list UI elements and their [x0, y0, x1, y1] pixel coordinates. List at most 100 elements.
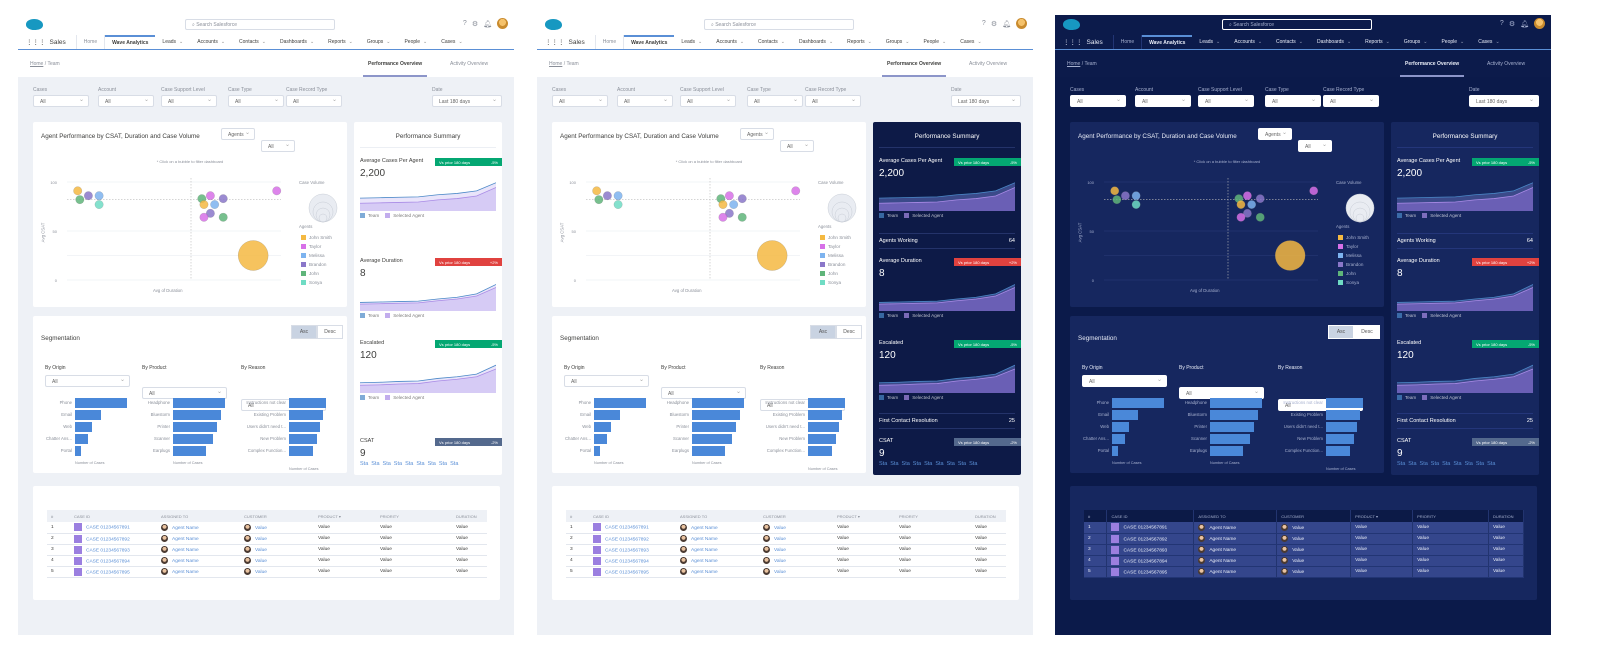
group-select[interactable]: Agents — [1258, 128, 1292, 140]
column-header[interactable]: ASSIGNED TO — [157, 510, 240, 522]
agent-bubble[interactable] — [218, 194, 228, 204]
customer-link[interactable]: Value — [774, 569, 786, 575]
legend-item[interactable]: Sonya — [820, 280, 841, 285]
filter-select[interactable]: All — [161, 95, 217, 107]
chevron-down-icon[interactable]: ⌄ — [780, 39, 785, 45]
sort-asc-button[interactable]: Asc — [291, 325, 317, 339]
column-header[interactable]: # — [1084, 510, 1108, 522]
case-id-link[interactable]: CASE 01234567893 — [1123, 547, 1168, 553]
agent-bubble[interactable] — [73, 186, 83, 196]
bar[interactable] — [1210, 398, 1262, 408]
chevron-down-icon[interactable]: ⌄ — [309, 39, 315, 45]
nav-item[interactable]: Accounts ⌄ — [709, 35, 751, 49]
agent-bubble[interactable] — [1242, 208, 1252, 218]
legend-item[interactable]: John — [301, 271, 319, 276]
agent-link[interactable]: Agent Name — [1209, 569, 1237, 575]
nav-item[interactable]: Cases ⌄ — [1471, 35, 1506, 49]
csat-link[interactable]: Sta — [1419, 461, 1428, 467]
customer-link[interactable]: Value — [255, 569, 267, 575]
bar[interactable] — [173, 410, 222, 420]
bar[interactable] — [692, 398, 744, 408]
agent-link[interactable]: Agent Name — [172, 569, 199, 575]
case-id-link[interactable]: CASE 01234567895 — [605, 569, 649, 575]
csat-link[interactable]: Sta — [405, 461, 414, 467]
customer-link[interactable]: Value — [1292, 569, 1305, 575]
nav-item[interactable]: Home — [1114, 35, 1143, 49]
filter-select[interactable]: All — [617, 95, 673, 107]
filter-select[interactable]: All — [1265, 95, 1321, 107]
bar[interactable] — [808, 434, 837, 444]
csat-link[interactable]: Sta — [912, 461, 922, 467]
chevron-down-icon[interactable]: ⌄ — [386, 39, 391, 45]
bar[interactable] — [594, 398, 646, 408]
table-row[interactable]: 5 CASE 01234567895 Agent Name Value Valu… — [47, 566, 487, 578]
chevron-down-icon[interactable]: ⌄ — [1495, 39, 1500, 45]
agent-bubble[interactable] — [594, 195, 604, 205]
nav-item[interactable]: People ⌄ — [916, 35, 953, 49]
group-filter-select[interactable]: All — [1082, 375, 1167, 387]
legend-item[interactable]: Brandon — [1338, 262, 1363, 267]
case-id-link[interactable]: CASE 01234567891 — [1123, 525, 1168, 531]
case-id-link[interactable]: CASE 01234567891 — [605, 525, 649, 531]
case-id-link[interactable]: CASE 01234567891 — [86, 525, 130, 531]
bar[interactable] — [1326, 398, 1363, 408]
agent-link[interactable]: Agent Name — [172, 547, 199, 553]
chevron-down-icon[interactable]: ⌄ — [179, 39, 184, 45]
bar[interactable] — [1112, 446, 1119, 456]
bar[interactable] — [1112, 422, 1129, 432]
chevron-down-icon[interactable]: ⌄ — [905, 39, 910, 45]
nav-item[interactable]: People ⌄ — [1434, 35, 1471, 49]
agent-bubble[interactable] — [1131, 191, 1141, 201]
salesforce-logo[interactable] — [26, 19, 43, 30]
bar[interactable] — [1210, 434, 1251, 444]
column-header[interactable]: CUSTOMER — [759, 510, 833, 522]
column-header[interactable]: PRODUCT ▾ — [833, 510, 895, 522]
filter-select[interactable]: All — [286, 95, 342, 107]
customer-link[interactable]: Value — [774, 536, 786, 542]
group-select[interactable]: Agents — [221, 128, 255, 140]
tab-activity-overview[interactable]: Activity Overview — [1487, 61, 1526, 67]
question-icon[interactable]: ? — [981, 20, 986, 27]
agent-bubble[interactable] — [718, 212, 728, 222]
nav-item[interactable]: Accounts ⌄ — [190, 35, 232, 49]
csat-link[interactable]: Sta — [890, 461, 899, 467]
csat-link[interactable]: Sta — [969, 461, 978, 467]
app-grid-icon[interactable]: ⋮⋮⋮ — [1063, 39, 1083, 46]
agent-link[interactable]: Agent Name — [1209, 525, 1237, 531]
csat-link[interactable]: Sta — [1430, 461, 1440, 467]
customer-link[interactable]: Value — [774, 558, 786, 564]
legend-item[interactable]: Melissa — [1338, 253, 1362, 258]
csat-link[interactable]: Sta — [1397, 461, 1406, 467]
column-header[interactable]: DURATION — [452, 510, 487, 522]
agent-bubble[interactable] — [272, 186, 282, 196]
agent-bubble[interactable] — [83, 191, 93, 201]
csat-link[interactable]: Sta — [1475, 461, 1485, 467]
salesforce-logo[interactable] — [1063, 19, 1080, 30]
filter-select[interactable]: All — [1323, 95, 1379, 107]
bar[interactable] — [75, 434, 88, 444]
table-row[interactable]: 1 CASE 01234567891 Agent Name Value Valu… — [1084, 522, 1525, 534]
agent-select[interactable]: All — [780, 140, 814, 152]
csat-link[interactable]: Sta — [1464, 461, 1473, 467]
nav-item[interactable]: Wave Analytics — [105, 35, 156, 49]
agent-bubble[interactable] — [602, 191, 612, 201]
question-icon[interactable]: ? — [462, 20, 467, 27]
case-id-link[interactable]: CASE 01234567893 — [605, 547, 649, 553]
agent-bubble[interactable] — [75, 195, 85, 205]
agent-link[interactable]: Agent Name — [172, 558, 199, 564]
bar[interactable] — [1326, 434, 1355, 444]
bar[interactable] — [75, 446, 82, 456]
legend-item[interactable]: Taylor — [1338, 244, 1358, 249]
chevron-down-icon[interactable]: ⌄ — [423, 39, 428, 45]
bar[interactable] — [173, 446, 207, 456]
csat-link[interactable]: Sta — [382, 461, 391, 467]
gear-icon[interactable]: ⚙ — [471, 20, 479, 28]
agent-bubble[interactable] — [199, 212, 209, 222]
agent-bubble[interactable] — [613, 200, 623, 209]
column-header[interactable]: CASE ID — [1106, 510, 1195, 522]
date-select[interactable]: Last 180 days — [951, 95, 1021, 107]
table-row[interactable]: 3 CASE 01234567893 Agent Name Value Valu… — [47, 544, 487, 556]
csat-link[interactable]: Sta — [371, 461, 380, 467]
agent-link[interactable]: Agent Name — [691, 525, 718, 531]
filter-select[interactable]: All — [680, 95, 736, 107]
